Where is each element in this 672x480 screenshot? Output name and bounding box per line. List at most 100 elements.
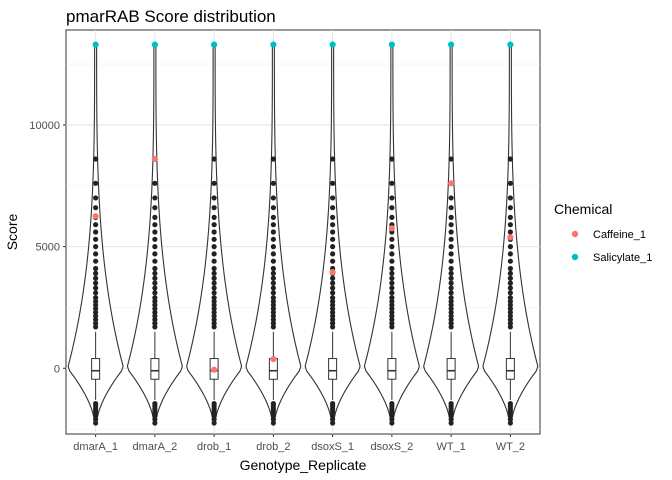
point-Caffeine_1-dsoxS_1 [329, 269, 336, 276]
outlier-point [93, 313, 99, 319]
outlier-point [389, 195, 395, 201]
point-Caffeine_1-drob_2 [270, 355, 277, 363]
x-tick-label-dmarA_2: dmarA_2 [133, 441, 178, 453]
outlier-point [330, 298, 336, 304]
outlier-point [270, 302, 276, 308]
outlier-point [152, 317, 158, 323]
outlier-point [330, 420, 336, 426]
outlier-point [211, 205, 217, 211]
x-tick-label-dsoxS_2: dsoxS_2 [370, 441, 413, 453]
outlier-point [93, 258, 99, 264]
outlier-point [270, 195, 276, 201]
outlier-point [448, 156, 454, 162]
outlier-point [389, 285, 395, 291]
outlier-point [389, 251, 395, 257]
outlier-point [507, 290, 513, 296]
outlier-point [211, 195, 217, 201]
outlier-point [330, 205, 336, 211]
outlier-point [330, 400, 336, 407]
outlier-point [330, 236, 336, 242]
outlier-point [270, 324, 276, 330]
legend: Chemical Caffeine_1 Salicylate_1 [554, 201, 652, 264]
outlier-point [389, 416, 395, 422]
outlier-point [152, 290, 158, 296]
point-Salicylate_1-dsoxS_2 [388, 41, 395, 48]
outlier-point [507, 285, 513, 291]
outlier-point [152, 229, 158, 235]
outlier-point [211, 275, 217, 281]
outlier-point [93, 320, 99, 326]
outlier-point [211, 229, 217, 235]
box-dmarA_1 [91, 358, 101, 380]
outlier-point [152, 214, 158, 220]
outlier-point [389, 205, 395, 211]
point-Salicylate_1-dmarA_1 [92, 41, 99, 48]
outlier-point [211, 285, 217, 291]
outlier-point [270, 180, 276, 186]
outlier-point [330, 251, 336, 257]
outlier-point [330, 280, 336, 286]
outlier-point [270, 258, 276, 264]
outlier-point [507, 214, 513, 220]
outlier-point [211, 416, 217, 422]
outlier-point [330, 290, 336, 296]
box-dmarA_2 [150, 358, 160, 380]
outlier-point [270, 251, 276, 257]
outlier-point [448, 251, 454, 257]
outlier-point [507, 302, 513, 308]
outlier-point [211, 295, 217, 301]
outlier-point [330, 313, 336, 319]
outlier-point [389, 295, 395, 301]
outlier-point [211, 306, 217, 312]
outlier-point [211, 258, 217, 264]
y-axis-title: Score [4, 214, 20, 251]
outlier-point [448, 302, 454, 308]
outlier-point [93, 251, 99, 257]
outlier-point [448, 265, 454, 272]
outlier-point [270, 400, 276, 407]
outlier-point [389, 180, 395, 186]
outlier-point [93, 324, 99, 330]
legend-label-Salicylate_1: Salicylate_1 [593, 252, 652, 264]
outlier-point [448, 309, 454, 315]
outlier-point [507, 400, 513, 407]
outlier-point [152, 280, 158, 286]
y-tick-label: 0 [54, 363, 60, 375]
outlier-point [448, 258, 454, 264]
outlier-point [93, 236, 99, 242]
outlier-point [448, 320, 454, 326]
outlier-point [507, 244, 513, 250]
outlier-point [507, 280, 513, 286]
outlier-point [330, 324, 336, 330]
outlier-point [389, 324, 395, 330]
outlier-point [270, 222, 276, 228]
x-axis-title: Genotype_Replicate [240, 457, 367, 473]
outlier-point [152, 302, 158, 308]
outlier-point [270, 285, 276, 291]
outlier-point [448, 317, 454, 323]
outlier-point [270, 320, 276, 326]
x-tick-label-dsoxS_1: dsoxS_1 [311, 441, 354, 453]
outlier-point [507, 180, 513, 186]
point-Salicylate_1-dsoxS_1 [329, 41, 336, 48]
x-tick-label-WT_1: WT_1 [436, 441, 465, 453]
outlier-point [152, 275, 158, 281]
outlier-point [270, 214, 276, 220]
outlier-point [270, 280, 276, 286]
outlier-point [93, 295, 99, 301]
x-tick-label-drob_1: drob_1 [197, 441, 231, 453]
outlier-point [448, 270, 454, 276]
outlier-point [152, 251, 158, 257]
outlier-point [389, 320, 395, 326]
point-Caffeine_1-drob_1 [211, 366, 218, 373]
outlier-point [389, 420, 395, 426]
legend-key-Caffeine_1 [571, 230, 579, 238]
outlier-point [93, 306, 99, 312]
outlier-point [330, 302, 336, 308]
outlier-point [330, 416, 336, 422]
outlier-point [448, 275, 454, 281]
outlier-point [152, 285, 158, 291]
outlier-point [270, 265, 276, 272]
outlier-point [448, 400, 454, 407]
outlier-point [93, 156, 99, 162]
